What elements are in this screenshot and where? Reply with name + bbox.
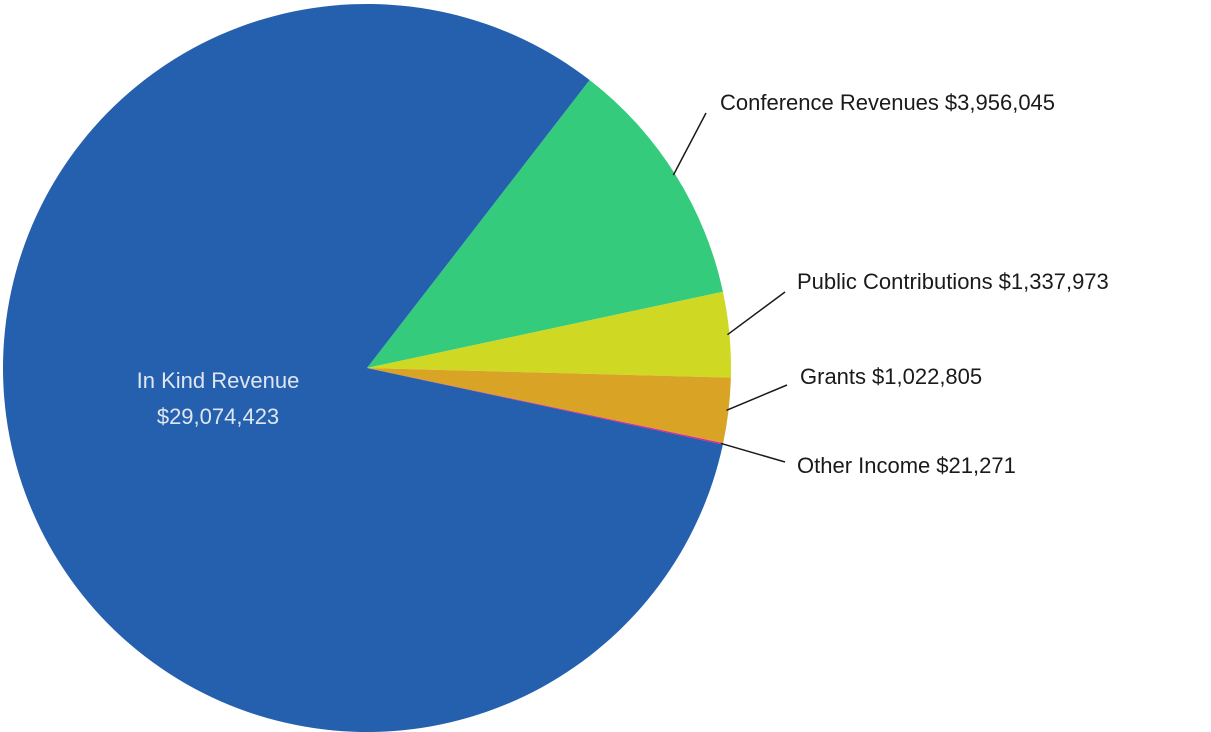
- pie-slice: [367, 291, 732, 378]
- slice-value: $1,022,805: [872, 364, 982, 389]
- leader-line: [727, 291, 786, 336]
- slice-value: $21,271: [936, 453, 1016, 478]
- slice-category: In Kind Revenue: [137, 368, 300, 393]
- slice-category: Public Contributions: [797, 269, 993, 294]
- slice-label: Public Contributions $1,337,973: [797, 269, 1109, 294]
- slice-value: $3,956,045: [945, 90, 1055, 115]
- pie-slice: [2, 3, 723, 732]
- pie-slice: [367, 368, 731, 444]
- slice-label: Grants $1,022,805: [800, 364, 982, 389]
- slice-value: $29,074,423: [157, 404, 279, 429]
- slice-category: Grants: [800, 364, 866, 389]
- slice-label: Conference Revenues $3,956,045: [720, 90, 1055, 115]
- leader-line: [726, 384, 788, 412]
- slice-category: Conference Revenues: [720, 90, 939, 115]
- pie-slice: [367, 368, 724, 445]
- pie-slice: [367, 79, 723, 369]
- slice-category: Other Income: [797, 453, 930, 478]
- slice-label: Other Income $21,271: [797, 453, 1016, 478]
- leader-line: [672, 112, 707, 176]
- leader-line: [720, 442, 786, 463]
- slice-value: $1,337,973: [999, 269, 1109, 294]
